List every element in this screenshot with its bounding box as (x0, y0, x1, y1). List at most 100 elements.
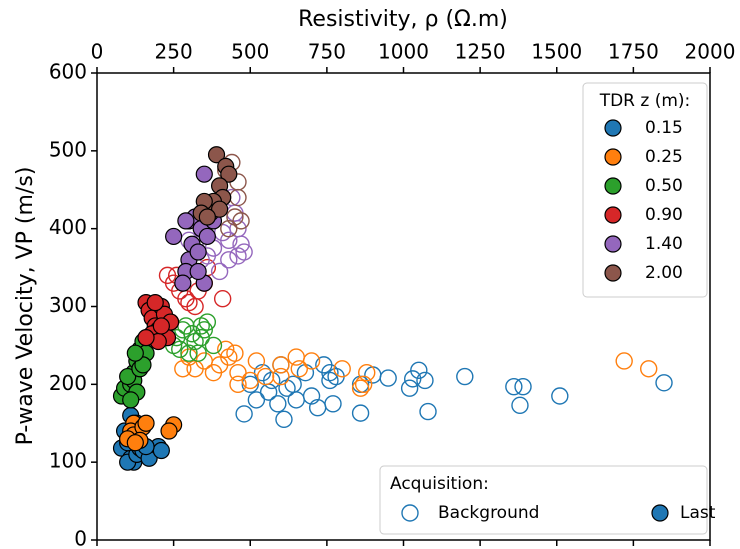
y-tick-label: 100 (49, 449, 87, 473)
legend-label: 1.40 (645, 234, 683, 254)
legend-label: 0.50 (645, 176, 683, 196)
background-point (247, 352, 266, 370)
last-point (189, 262, 207, 281)
background-point (354, 375, 373, 394)
legend-marker (604, 119, 622, 137)
background-point (229, 375, 247, 394)
legend-marker (604, 177, 622, 195)
background-point (256, 367, 275, 386)
background-point (287, 391, 305, 409)
background-point (351, 404, 370, 422)
background-point (615, 352, 633, 370)
points (112, 146, 673, 471)
background-point (278, 379, 296, 397)
acquisition-legend-box (379, 465, 708, 535)
background-point (195, 321, 213, 339)
background-point (456, 367, 474, 386)
background-point (253, 363, 272, 382)
background-point (333, 360, 351, 378)
background-point (229, 247, 247, 265)
background-point (272, 356, 290, 374)
y-tick-label: 200 (49, 371, 87, 395)
background-point (655, 374, 673, 392)
x-axis-label: Resistivity, ρ (Ω.m) (298, 7, 508, 32)
legend-label: 2.00 (645, 263, 683, 283)
background-point (259, 383, 278, 401)
background-point (287, 348, 305, 366)
background-point (640, 360, 658, 378)
last-point (207, 146, 226, 164)
background-point (379, 369, 397, 387)
legend-marker (604, 235, 622, 253)
background-point (241, 371, 259, 390)
last-point (220, 165, 238, 183)
x-tick-label: 1000 (378, 40, 429, 64)
last-point (137, 329, 155, 347)
last-point (137, 414, 155, 432)
background-point (272, 367, 290, 386)
legend-marker (604, 264, 622, 282)
background-point (410, 361, 428, 380)
background-point (174, 360, 192, 378)
legend-label: 0.90 (645, 205, 683, 225)
x-tick-label: 500 (231, 40, 269, 64)
x-tick-label: 1750 (608, 40, 659, 64)
last-point (126, 344, 144, 362)
legend-marker (604, 206, 622, 224)
background-point (220, 251, 238, 269)
y-tick-label: 300 (49, 293, 87, 317)
last-point (122, 391, 140, 409)
last-point (198, 208, 216, 226)
acquisition-marker (651, 504, 669, 522)
last-point (177, 212, 195, 230)
background-point (324, 395, 342, 413)
background-point (180, 344, 198, 362)
last-point (165, 227, 183, 246)
background-point (419, 402, 437, 421)
y-tick-label: 500 (49, 137, 87, 161)
background-point (220, 219, 238, 238)
x-tick-label: 1500 (531, 40, 582, 64)
last-point (189, 243, 207, 261)
background-point (416, 371, 434, 390)
background-point (358, 363, 376, 382)
background-point (226, 344, 244, 362)
background-point (269, 395, 287, 413)
background-point (180, 293, 198, 312)
x-tick-label: 2000 (685, 40, 736, 64)
legend-title: TDR z (m): (599, 91, 691, 111)
acquisition-title: Acquisition: (390, 474, 489, 494)
last-point (126, 434, 144, 452)
background-point (275, 410, 293, 429)
x-tick-label: 250 (155, 40, 193, 64)
last-point (152, 317, 170, 335)
acquisition-label: Background (438, 503, 539, 523)
background-point (204, 336, 223, 355)
background-point (308, 398, 327, 417)
background-point (247, 391, 266, 409)
background-point (217, 340, 235, 359)
last-point (152, 441, 170, 460)
y-tick-label: 400 (49, 215, 87, 239)
background-point (514, 377, 532, 396)
background-point (321, 371, 339, 390)
background-point (235, 405, 253, 423)
background-point (229, 363, 247, 382)
last-point (211, 200, 229, 218)
background-point (241, 375, 259, 394)
legend-label: 0.15 (645, 118, 683, 138)
x-tick-label: 1250 (455, 40, 506, 64)
background-point (351, 379, 370, 397)
background-point (213, 290, 232, 308)
background-point (232, 212, 250, 230)
background-point (505, 377, 523, 396)
background-point (210, 262, 229, 281)
background-point (400, 379, 419, 397)
last-point (174, 274, 192, 292)
background-point (551, 387, 569, 405)
background-point (284, 375, 302, 394)
background-point (220, 348, 238, 366)
background-point (315, 356, 333, 374)
background-point (290, 360, 308, 378)
